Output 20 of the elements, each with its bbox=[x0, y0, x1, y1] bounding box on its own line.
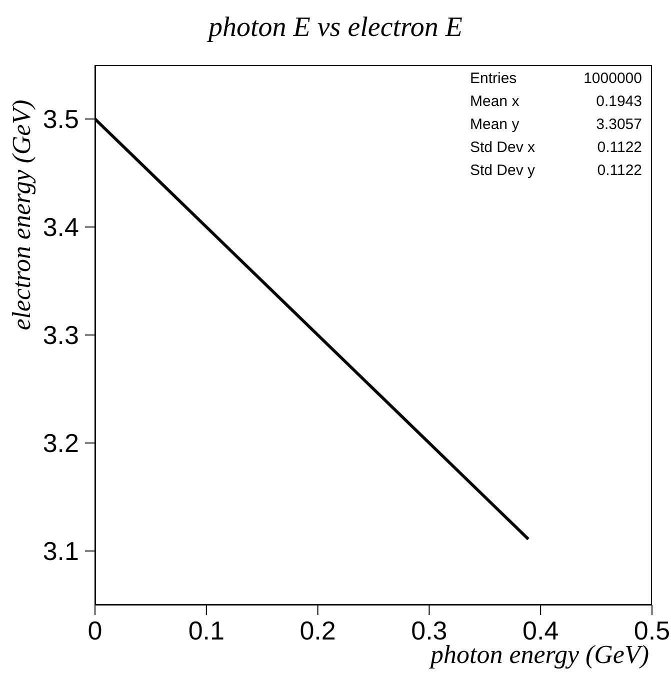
annotation: 0.1943 bbox=[596, 92, 642, 112]
x-tick-label: 0.2 bbox=[300, 615, 336, 646]
annotation: Std Dev x bbox=[470, 138, 536, 158]
y-tick-label: 3.4 bbox=[42, 212, 79, 242]
x-tick-label: 0 bbox=[88, 615, 102, 646]
y-tick-label: 3.2 bbox=[42, 428, 79, 458]
chart-title: photon E vs electron E bbox=[206, 12, 464, 44]
y-tick-label: 3.1 bbox=[42, 536, 79, 566]
y-tick-label: 3.5 bbox=[42, 104, 79, 134]
annotation: Mean x bbox=[470, 92, 520, 112]
annotation: 0.1122 bbox=[597, 161, 642, 181]
annotation: 0.1122 bbox=[597, 138, 642, 158]
annotation: Entries bbox=[470, 69, 517, 89]
annotation: Std Dev y bbox=[470, 161, 536, 181]
x-tick-label: 0.1 bbox=[188, 615, 224, 646]
annotation: Mean y bbox=[470, 115, 520, 135]
annotation: 3.3057 bbox=[596, 115, 642, 135]
y-axis-title: electron energy (GeV) bbox=[7, 100, 37, 330]
y-tick-label: 3.3 bbox=[42, 320, 79, 350]
annotation: 1000000 bbox=[584, 69, 642, 89]
